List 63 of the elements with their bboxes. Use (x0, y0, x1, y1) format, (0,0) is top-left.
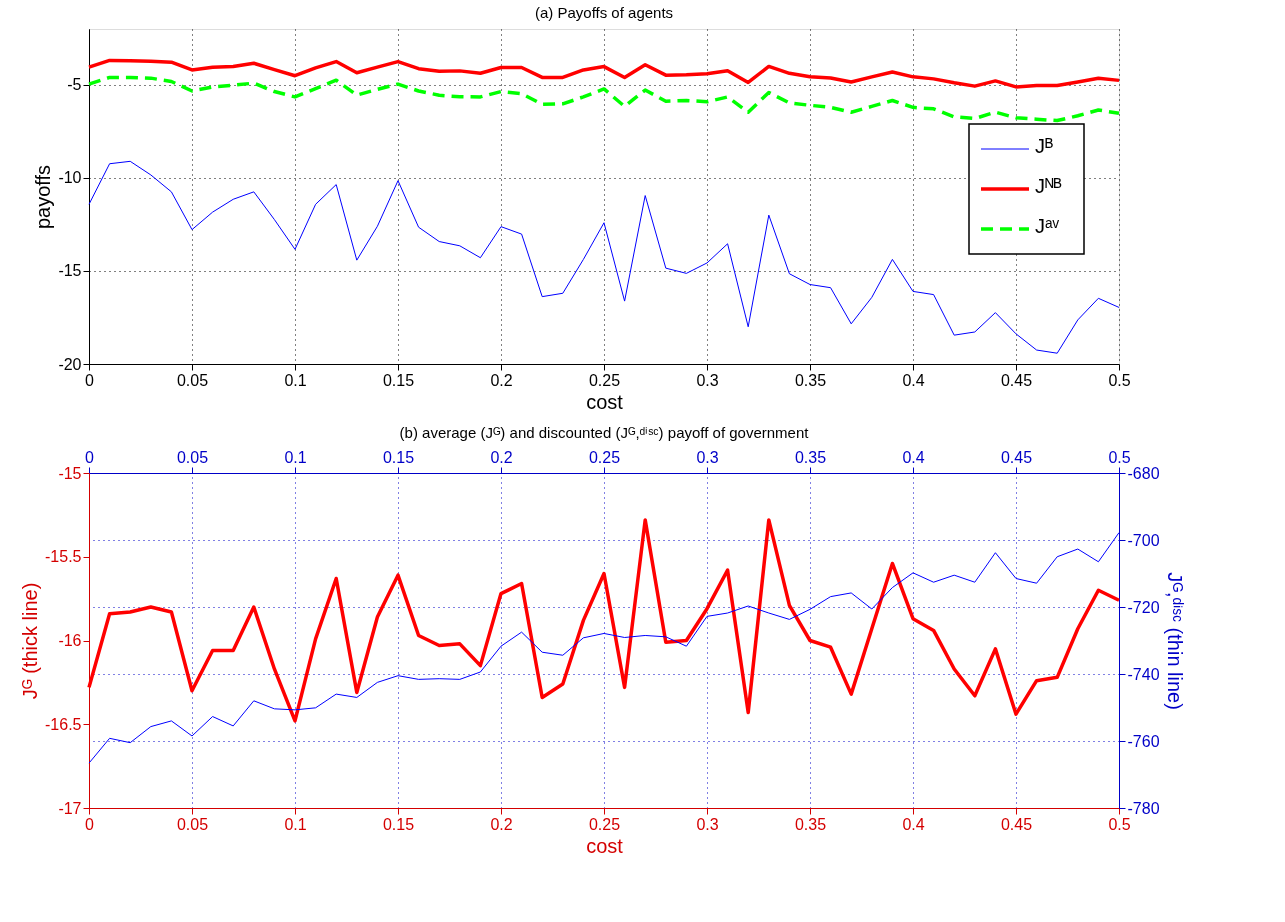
x-tick-label: 0.1 (284, 371, 307, 389)
x-tick-label: 0.35 (794, 371, 827, 389)
y2-tick-label: -700 (1127, 531, 1160, 549)
x2-tick-label: 0.2 (490, 448, 513, 466)
y2-tick-label: -760 (1127, 732, 1160, 750)
x-tick-label: 0.3 (696, 815, 719, 833)
y-axis-title: Jᴳ (thick line) (19, 582, 42, 700)
line-series (87, 58, 1121, 89)
x-tick-label: 0.15 (382, 371, 415, 389)
x-tick-label: 0.2 (490, 371, 513, 389)
x-tick-label: 0 (85, 371, 95, 389)
y-axis-title: payoffs (32, 164, 55, 230)
x-tick-label: 0.25 (588, 371, 621, 389)
x-tick-label: 0.45 (1000, 815, 1033, 833)
x-tick-label: 0.5 (1108, 371, 1131, 389)
y-tick-label: -15.5 (45, 548, 82, 566)
y-tick-label: -17 (58, 799, 82, 817)
x2-tick-label: 0.1 (284, 448, 307, 466)
x-tick-label: 0.25 (588, 815, 621, 833)
y-tick-label: -15 (58, 262, 82, 280)
x-tick-label: 0.45 (1000, 371, 1033, 389)
y-tick-label: -15 (58, 464, 82, 482)
x-tick-label: 0.05 (176, 815, 209, 833)
x-tick-label: 0.5 (1108, 815, 1131, 833)
x2-tick-label: 0.25 (588, 448, 621, 466)
x2-tick-label: 0.45 (1000, 448, 1033, 466)
y2-tick-label: -680 (1127, 464, 1160, 482)
x-tick-label: 0.2 (490, 815, 513, 833)
x-tick-label: 0.35 (794, 815, 827, 833)
x-tick-label: 0.3 (696, 371, 719, 389)
x-tick-label: 0.15 (382, 815, 415, 833)
x2-tick-label: 0 (85, 448, 95, 466)
y2-tick-label: -720 (1127, 598, 1160, 616)
legend-label: Jᴮ (1035, 135, 1054, 157)
y-tick-label: -16 (58, 632, 82, 649)
x2-tick-label: 0.4 (902, 448, 925, 466)
line-series (88, 532, 1120, 764)
x-tick-label: 0 (85, 815, 95, 833)
x2-tick-label: 0.35 (794, 448, 827, 466)
x2-tick-label: 0.05 (176, 448, 209, 466)
x-tick-label: 0.4 (902, 815, 925, 833)
line-series (88, 160, 1120, 354)
y2-tick-label: -740 (1127, 665, 1160, 683)
legend-label: Jᴺᴮ (1035, 175, 1062, 197)
y-tick-label: -20 (58, 355, 82, 373)
x2-tick-label: 0.5 (1108, 448, 1131, 466)
y-tick-label: -10 (58, 169, 82, 187)
x-tick-label: 0.4 (902, 371, 925, 389)
x-axis-title: cost (586, 834, 624, 857)
chart-title: (b) average (Jᴳ) and discounted (Jᴳ,ᵈⁱˢᶜ) payoff of government (399, 424, 810, 441)
legend-label: Jᵃᵛ (1035, 215, 1060, 237)
y-tick-label: -5 (67, 76, 82, 94)
line-series (87, 518, 1121, 723)
x-tick-label: 0.05 (176, 371, 209, 389)
y-tick-label: -16.5 (45, 715, 82, 733)
x-tick-label: 0.1 (284, 815, 307, 833)
x-axis-title: cost (586, 390, 624, 413)
line-series (87, 75, 1121, 123)
chart-title: (a) Payoffs of agents (534, 4, 674, 21)
x2-tick-label: 0.15 (382, 448, 415, 466)
y2-axis-title: Jᴳ,ᵈⁱˢᶜ (thin line) (1163, 572, 1186, 710)
x2-tick-label: 0.3 (696, 448, 719, 466)
y2-tick-label: -780 (1127, 799, 1160, 817)
